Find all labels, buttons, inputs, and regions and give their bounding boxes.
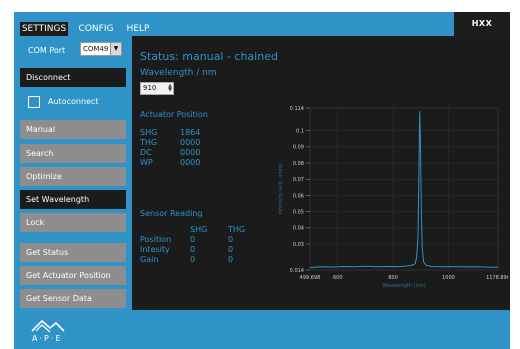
x-axis-label: Wavelength (nm)	[382, 283, 425, 289]
y-tick-label: 0.05	[293, 209, 304, 215]
x-tick-label: 499.698	[300, 275, 321, 281]
y-tick-label: 0.03	[293, 242, 304, 248]
y-tick-label: 0.04	[293, 226, 304, 232]
actuator-name: SHG	[140, 128, 158, 137]
spectrum-chart: 0.114 0.1 0.09 0.08 0.07 0.06 0.05 0.04 0.03 0.01…	[274, 96, 510, 300]
sensor-value: 0	[190, 255, 196, 264]
y-tick-label: 0.07	[293, 177, 304, 183]
actuator-value: 0000	[180, 138, 201, 147]
lock-button[interactable]: Lock	[20, 213, 126, 232]
sensor-row-label: Position	[140, 235, 172, 244]
x-tick-label: 1178.896	[486, 275, 508, 281]
sensor-value: 0	[228, 235, 234, 244]
sensor-column-header: SHG	[190, 225, 208, 234]
sidebar: COM Port COM49 ▼ Disconnect Autoconnect …	[14, 36, 132, 310]
tab-help[interactable]: HELP	[126, 24, 150, 34]
com-port-select[interactable]: COM49 ▼	[80, 42, 122, 56]
sensor-value: 0	[228, 245, 234, 254]
com-port-label: COM Port	[28, 46, 66, 55]
x-tick-label: 800	[388, 275, 398, 281]
y-tick-label: 0.08	[293, 161, 304, 167]
get-sensor-data-button[interactable]: Get Sensor Data	[20, 289, 126, 308]
spinner-arrows-icon[interactable]: ▲ ▼	[168, 83, 172, 93]
autoconnect-checkbox[interactable]	[28, 96, 40, 108]
disconnect-button[interactable]: Disconnect	[20, 68, 126, 87]
chevron-down-icon: ▼	[110, 43, 121, 55]
footer-bar: A·P·E	[14, 310, 510, 349]
tab-config[interactable]: CONFIG	[78, 24, 114, 34]
brand-label: HXX	[454, 12, 510, 36]
sensor-reading-title: Sensor Reading	[140, 209, 203, 218]
y-axis-label: Intensity (arb. units)	[278, 163, 284, 214]
actuator-name: THG	[140, 138, 158, 147]
top-bar: SETTINGS CONFIG HELP HXX	[14, 12, 510, 37]
wavelength-value: 910	[143, 84, 157, 92]
search-button[interactable]: Search	[20, 144, 126, 163]
ape-logo-icon	[31, 319, 65, 333]
wavelength-input[interactable]: 910 ▲ ▼	[140, 82, 174, 95]
sensor-value: 0	[190, 235, 196, 244]
manual-button[interactable]: Manual	[20, 120, 126, 139]
tab-settings[interactable]: SETTINGS	[20, 22, 68, 37]
set-wavelength-button[interactable]: Set Wavelength	[20, 190, 126, 209]
sensor-value: 0	[228, 255, 234, 264]
status-text: Status: manual - chained	[140, 50, 278, 63]
x-tick-label: 1000	[442, 275, 455, 281]
get-actuator-position-button[interactable]: Get Actuator Position	[20, 266, 126, 285]
optimize-button[interactable]: Optimize	[20, 167, 126, 186]
y-tick-label: 0.06	[293, 193, 304, 199]
get-status-button[interactable]: Get Status	[20, 243, 126, 262]
y-tick-label: 0.1	[296, 128, 304, 134]
main-panel: Status: manual - chained Wavelength / nm…	[132, 36, 510, 310]
plot-area	[309, 107, 499, 271]
actuator-name: DC	[140, 148, 152, 157]
y-tick-label: 0.114	[290, 106, 304, 112]
sensor-column-header: THG	[228, 225, 246, 234]
logo-text: A·P·E	[32, 334, 63, 343]
actuator-name: WP	[140, 158, 153, 167]
x-tick-label: 600	[333, 275, 343, 281]
wavelength-label: Wavelength / nm	[140, 68, 217, 78]
series-line	[309, 111, 499, 269]
y-tick-label: 0.09	[293, 145, 304, 151]
spectrum-chart-svg: 0.114 0.1 0.09 0.08 0.07 0.06 0.05 0.04 0.03 0.01…	[278, 106, 510, 289]
actuator-value: 1864	[180, 128, 201, 137]
actuator-position-title: Actuator Position	[140, 110, 208, 119]
actuator-value: 0000	[180, 148, 201, 157]
actuator-value: 0000	[180, 158, 201, 167]
com-port-value: COM49	[83, 45, 109, 53]
sensor-value: 0	[190, 245, 196, 254]
y-tick-label: 0.014	[290, 268, 304, 274]
autoconnect-label: Autoconnect	[48, 97, 99, 106]
sensor-row-label: Intesity	[140, 245, 170, 254]
sensor-row-label: Gain	[140, 255, 159, 264]
